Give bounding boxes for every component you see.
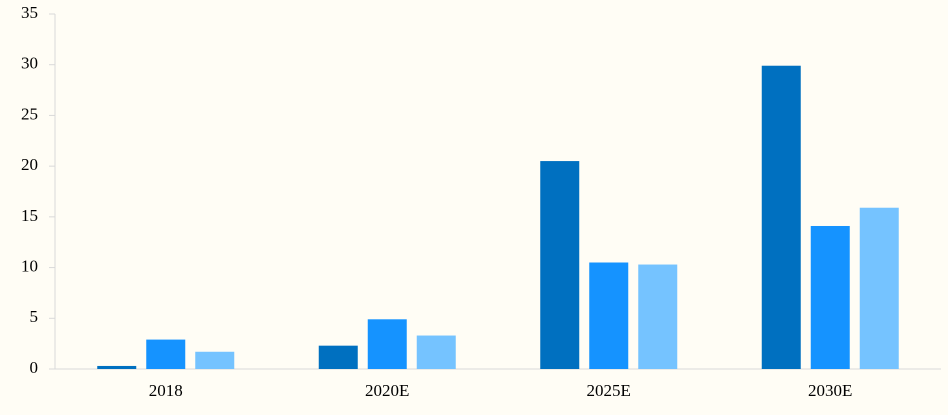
bar — [859, 207, 899, 369]
bar — [416, 335, 456, 369]
bar — [540, 161, 580, 369]
x-tick-label: 2018 — [149, 381, 183, 400]
bar — [761, 65, 801, 369]
y-tick-label: 15 — [21, 206, 38, 225]
bar — [589, 262, 629, 369]
bar — [318, 345, 358, 369]
bar — [146, 339, 186, 369]
x-tick-label: 2025E — [587, 381, 631, 400]
y-tick-label: 10 — [21, 256, 38, 275]
y-tick-label: 5 — [30, 307, 39, 326]
bar — [638, 264, 678, 369]
bar — [367, 319, 407, 369]
bar — [97, 365, 137, 369]
bar — [810, 225, 850, 369]
bar — [195, 351, 235, 369]
y-tick-label: 20 — [21, 155, 38, 174]
y-tick-label: 25 — [21, 104, 38, 123]
y-tick-label: 35 — [21, 3, 38, 22]
y-tick-label: 30 — [21, 54, 38, 73]
x-tick-label: 2030E — [808, 381, 852, 400]
x-tick-label: 2020E — [365, 381, 409, 400]
y-tick-label: 0 — [30, 358, 39, 377]
